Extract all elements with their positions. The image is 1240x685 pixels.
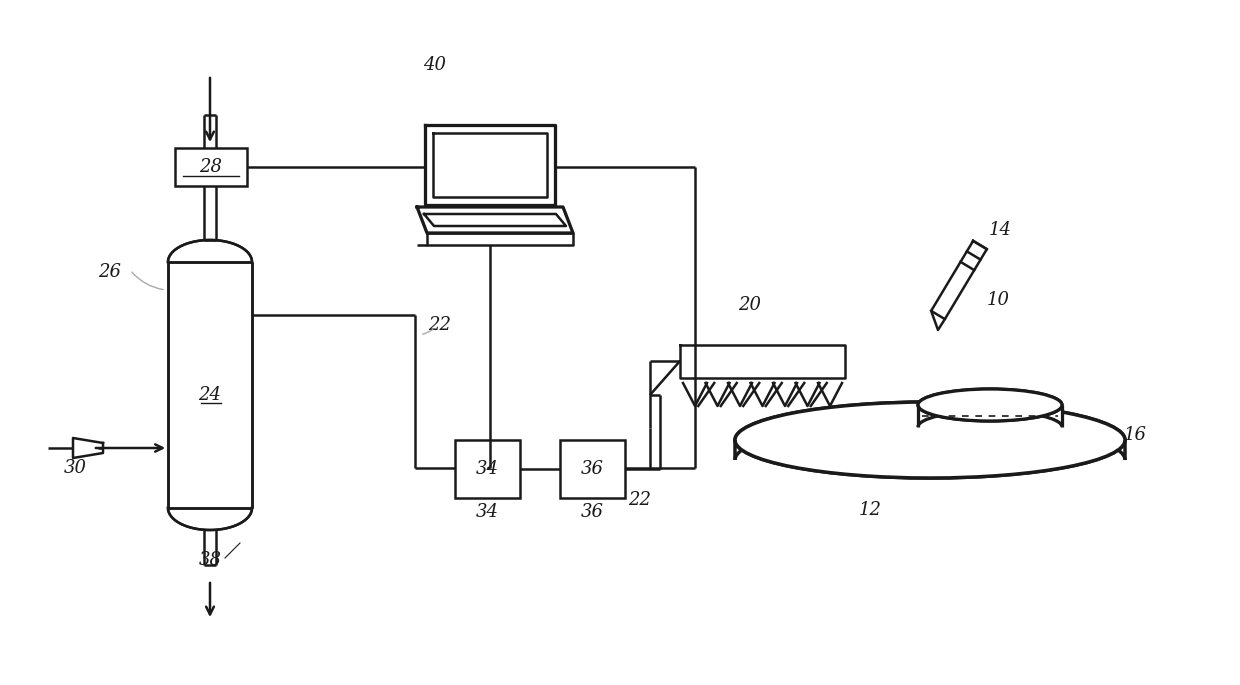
Bar [560,440,625,498]
Polygon shape [167,240,252,262]
Text: 22: 22 [429,316,451,334]
Text: 16: 16 [1123,426,1147,444]
Text: 30: 30 [63,459,87,477]
Text: 14: 14 [988,221,1012,239]
Polygon shape [931,241,987,319]
Text: 28: 28 [200,158,222,176]
Polygon shape [167,508,252,530]
Polygon shape [427,233,573,245]
Ellipse shape [918,389,1061,421]
Text: 10: 10 [987,291,1009,309]
Ellipse shape [735,402,1125,478]
Polygon shape [417,207,573,233]
Text: 26: 26 [98,263,122,281]
Ellipse shape [918,389,1061,421]
Polygon shape [425,125,556,205]
Bar [455,440,520,498]
Text: 24: 24 [198,386,222,404]
Ellipse shape [735,402,1125,478]
Polygon shape [167,262,252,508]
Polygon shape [680,345,844,378]
Bar [175,148,247,186]
Text: 40: 40 [424,56,446,74]
Text: 20: 20 [739,296,761,314]
Text: 34: 34 [476,460,498,478]
Text: 36: 36 [580,503,604,521]
Polygon shape [73,438,103,458]
Text: 12: 12 [858,501,882,519]
Text: 38: 38 [198,551,222,569]
Text: 34: 34 [475,503,498,521]
Polygon shape [918,405,1061,427]
Text: 22: 22 [629,491,651,509]
Text: 36: 36 [582,460,604,478]
